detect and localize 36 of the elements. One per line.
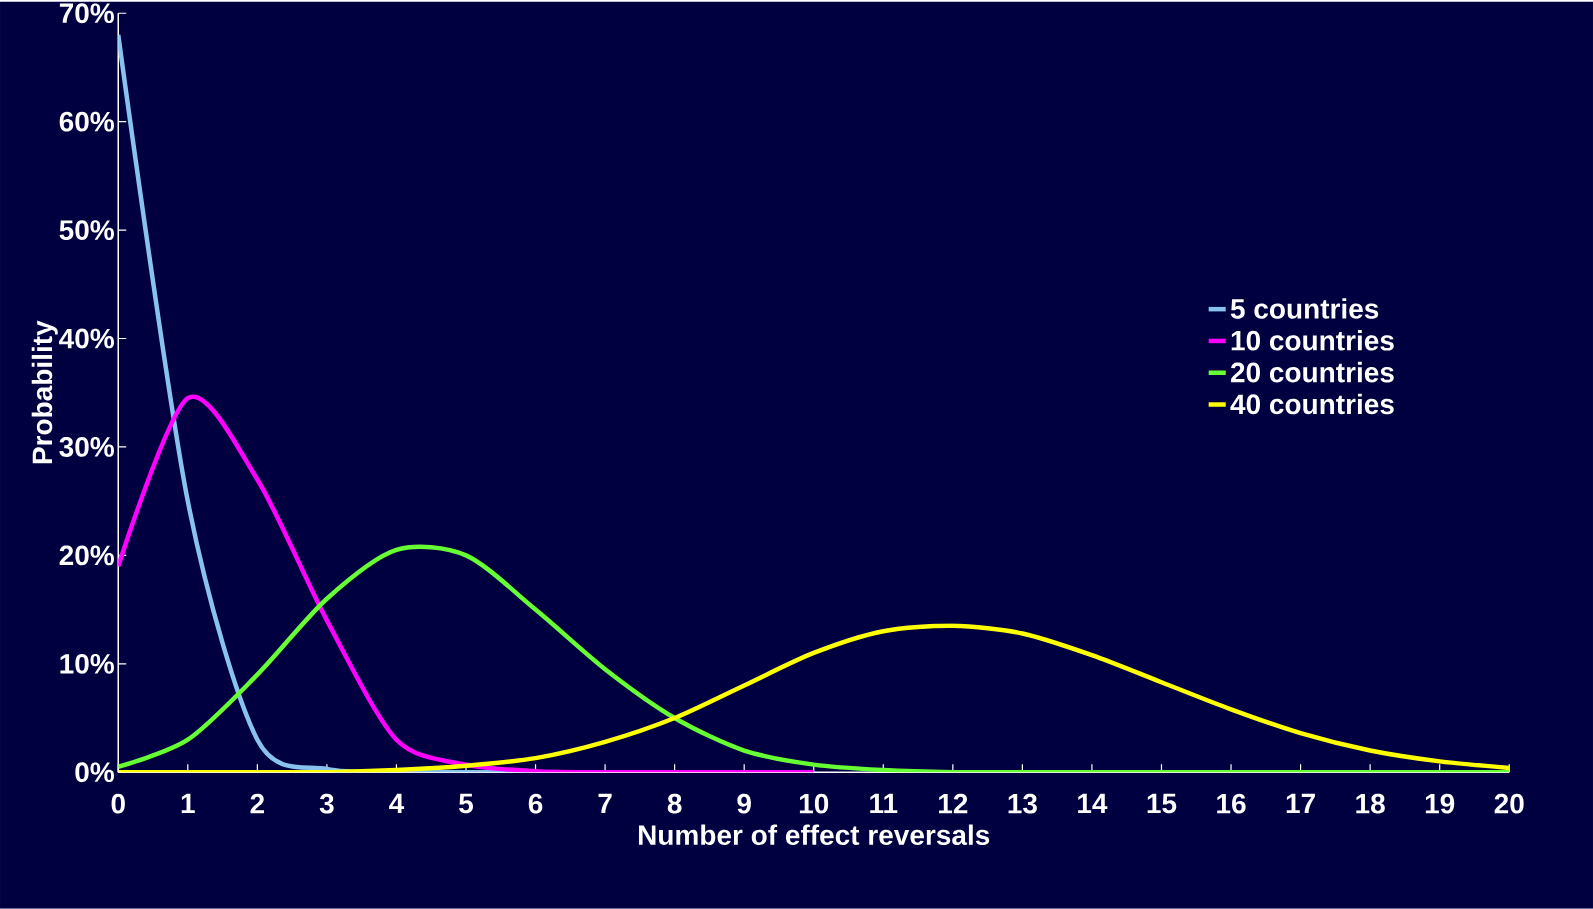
x-tick-label: 17 [1286,793,1315,814]
y-tick-label: 70% [59,3,114,24]
x-tick-label: 7 [598,793,612,814]
x-tick-label: 3 [319,793,334,814]
y-axis-title: Probability [31,320,58,464]
x-tick-label: 19 [1425,793,1455,814]
x-tick-label: 2 [250,793,264,814]
legend-label: 20 countries [1230,361,1394,383]
legend-label: 5 countries [1230,298,1379,319]
x-tick-label: 14 [1078,793,1108,814]
x-tick-label: 5 [459,793,473,814]
x-tick-label: 11 [870,793,898,814]
x-tick-label: 16 [1217,793,1246,814]
x-tick-label: 1 [181,793,195,814]
y-tick-label: 20% [59,545,114,566]
y-tick-label: 40% [59,328,114,349]
x-tick-label: 18 [1356,793,1385,814]
line-series [118,395,816,773]
x-axis-title: Number of effect reversals [638,824,990,846]
x-tick-label: 10 [799,793,829,814]
x-tick-label: 20 [1494,793,1524,814]
y-tick-label: 60% [59,111,114,132]
x-tick-label: 0 [111,793,125,814]
x-tick-label: 4 [389,793,405,814]
x-tick-label: 6 [528,793,543,814]
y-tick-label: 50% [59,220,114,241]
x-tick-label: 12 [939,793,968,814]
x-tick-label: 15 [1147,793,1177,814]
legend-label: 10 countries [1231,330,1394,351]
x-tick-label: 13 [1008,793,1037,814]
y-tick-label: 0% [75,762,114,783]
legend-label: 40 countries [1230,393,1394,415]
x-tick-label: 8 [667,793,682,814]
y-tick-label: 10% [60,653,114,674]
y-tick-label: 30% [59,437,114,457]
x-tick-label: 9 [737,793,751,814]
